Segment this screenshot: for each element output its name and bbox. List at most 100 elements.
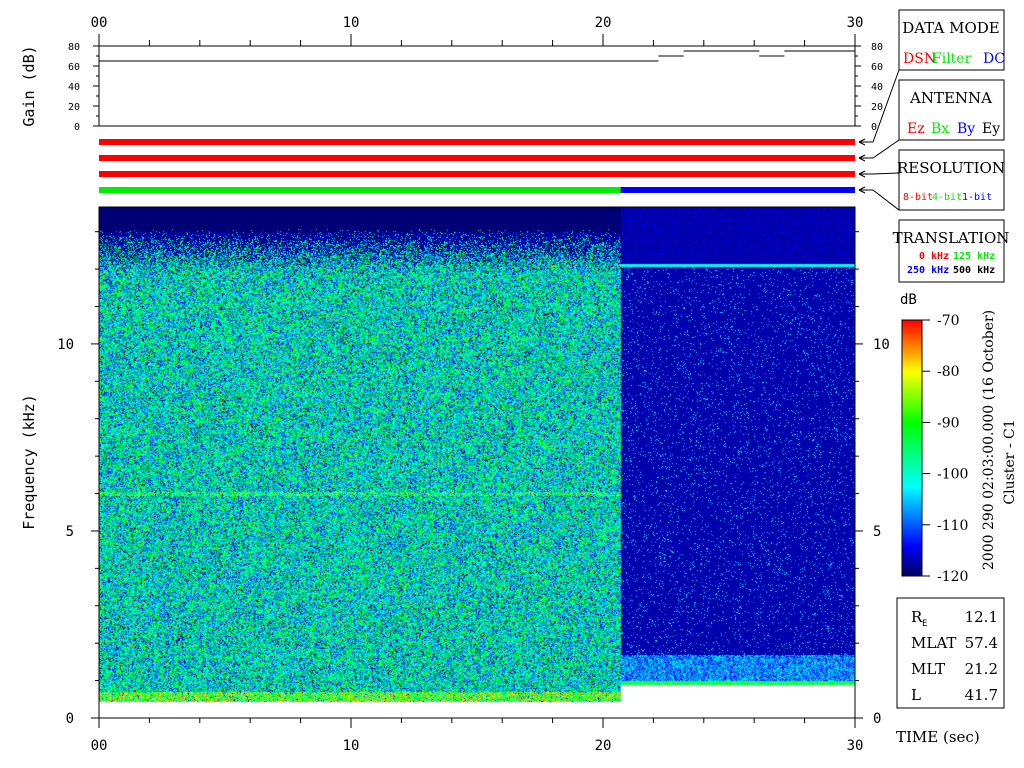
colorbar-band [902,320,922,322]
colorbar-band [902,375,922,377]
gain-tick-label-right: 80 [871,42,883,53]
colorbar-band [902,462,922,464]
colorbar-band [902,395,922,397]
colorbar-band [902,454,922,456]
colorbar-band [902,342,922,344]
colorbar-band [902,332,922,334]
colorbar-band [902,323,922,325]
colorbar-band [902,433,922,435]
colorbar-band [902,353,922,355]
colorbar-band [902,498,922,500]
colorbar-band [902,449,922,451]
colorbar-band [902,467,922,469]
colorbar-band [902,505,922,507]
colorbar-band [902,338,922,340]
colorbar-band [902,504,922,506]
colorbar-band [902,432,922,434]
spectrogram-frame [98,206,856,719]
colorbar-band [902,416,922,418]
colorbar-band [902,444,922,446]
info-label: R [911,608,923,626]
colorbar-band [902,328,922,330]
freq-tick-label-right: 0 [873,711,881,727]
colorbar-band [902,458,922,460]
colorbar-band [902,532,922,534]
colorbar-band [902,561,922,563]
colorbar-band [902,482,922,484]
colorbar-band [902,568,922,570]
time-tick-label-top: 20 [595,15,612,31]
colorbar-band [902,463,922,465]
status-bar-data-mode [99,139,855,145]
colorbar-band [902,478,922,480]
gain-tick-label-right: 60 [871,62,883,73]
gain-tick-label-right: 20 [871,102,883,113]
colorbar-band [902,371,922,373]
colorbar-band [902,517,922,519]
colorbar-band [902,499,922,501]
gain-tick-label-right: 40 [871,82,883,93]
colorbar-band [902,366,922,368]
legend-item: 125 kHz [953,251,995,262]
legend-item: By [957,121,975,137]
colorbar-band [902,429,922,431]
colorbar-band [902,345,922,347]
colorbar-band [902,335,922,337]
colorbar-tick-label: -80 [937,364,960,380]
colorbar-band [902,543,922,545]
colorbar-band [902,388,922,390]
colorbar-band [902,527,922,529]
colorbar-band [902,351,922,353]
colorbar-band [902,392,922,394]
colorbar-band [902,369,922,371]
colorbar-band [902,430,922,432]
freq-axis-label: Frequency (kHz) [20,394,38,529]
colorbar-band [902,572,922,574]
colorbar-band [902,437,922,439]
colorbar-band [902,391,922,393]
colorbar-band [902,441,922,443]
colorbar-band [902,506,922,508]
info-value: 12.1 [965,608,998,626]
colorbar-band [902,521,922,523]
colorbar-band [902,412,922,414]
colorbar-band [902,475,922,477]
colorbar-band [902,553,922,555]
colorbar-band [902,379,922,381]
colorbar-band [902,446,922,448]
colorbar-band [902,402,922,404]
legend-item: Ey [982,121,1000,137]
colorbar-band [902,460,922,462]
colorbar-band [902,501,922,503]
colorbar-band [902,508,922,510]
colorbar-band [902,529,922,531]
colorbar-band [902,510,922,512]
colorbar-band [902,407,922,409]
colorbar-band [902,383,922,385]
colorbar-band [902,380,922,382]
colorbar-band [902,327,922,329]
colorbar-band [902,423,922,425]
connector-line [872,172,900,175]
info-label: L [911,686,921,704]
gain-tick-label: 20 [68,102,80,113]
colorbar-band [902,384,922,386]
colorbar-band [902,533,922,535]
colorbar-band [902,334,922,336]
colorbar-band [902,560,922,562]
colorbar-band [902,523,922,525]
colorbar-band [902,555,922,557]
colorbar-band [902,464,922,466]
colorbar-band [902,387,922,389]
colorbar-band [902,554,922,556]
colorbar-band [902,562,922,564]
colorbar-band [902,357,922,359]
colorbar-band [902,440,922,442]
colorbar-band [902,513,922,515]
colorbar-band [902,414,922,416]
colorbar-band [902,447,922,449]
colorbar-band [902,344,922,346]
arrow-icon [858,138,866,146]
legend-item: 1-bit [962,192,992,203]
